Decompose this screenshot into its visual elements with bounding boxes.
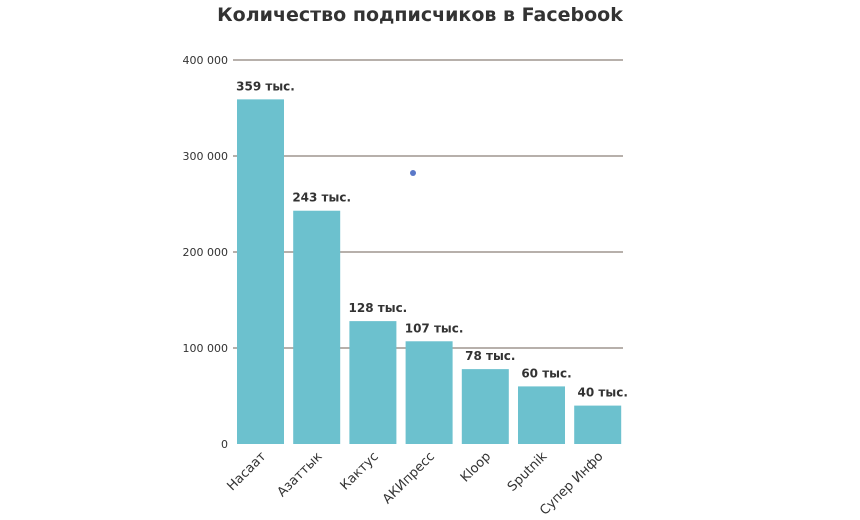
y-tick-label: 0 xyxy=(221,438,228,451)
bar xyxy=(349,321,397,444)
y-tick-label: 200 000 xyxy=(183,246,229,259)
data-label: 40 тыс. xyxy=(578,386,628,400)
category-label: Кактус xyxy=(338,449,382,493)
y-tick-label: 300 000 xyxy=(183,150,229,163)
bar xyxy=(293,210,341,444)
category-label: Азаттык xyxy=(275,449,326,500)
marker-dot xyxy=(410,170,416,176)
y-tick-label: 400 000 xyxy=(183,54,229,67)
data-label: 243 тыс. xyxy=(292,191,351,205)
bar xyxy=(405,341,453,444)
category-label: Насаат xyxy=(224,449,269,494)
data-label: 60 тыс. xyxy=(521,366,571,380)
category-label: Kloop xyxy=(458,449,494,485)
category-label: Sputnik xyxy=(505,449,551,495)
category-label: АКИпресс xyxy=(380,449,438,507)
bar xyxy=(518,386,565,444)
data-label: 107 тыс. xyxy=(405,321,464,335)
data-label: 359 тыс. xyxy=(236,79,295,93)
bar xyxy=(237,99,284,445)
chart-title: Количество подписчиков в Facebook xyxy=(217,4,623,26)
data-label: 78 тыс. xyxy=(465,349,515,363)
data-label: 128 тыс. xyxy=(349,301,408,315)
bar xyxy=(461,369,509,444)
y-tick-label: 100 000 xyxy=(183,342,229,355)
bar xyxy=(574,405,622,444)
